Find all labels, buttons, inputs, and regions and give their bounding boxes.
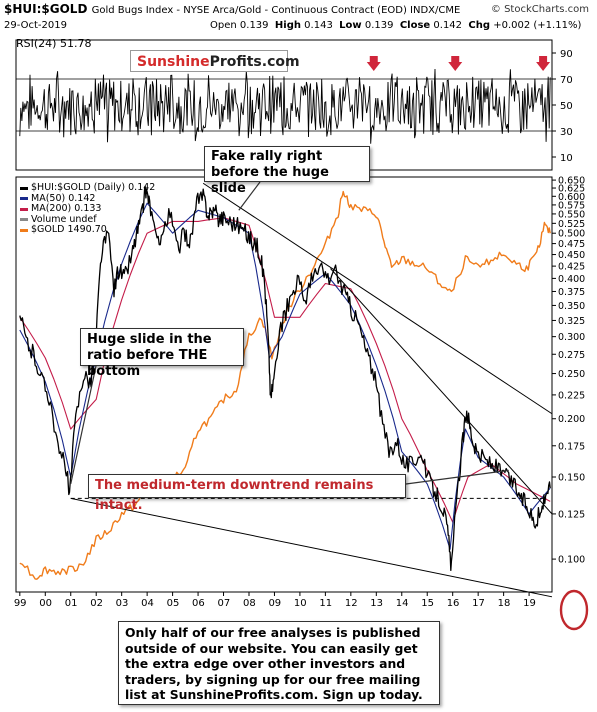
y-tick-label: 0.600 — [558, 192, 585, 203]
y-tick-label: 0.175 — [558, 441, 585, 452]
x-tick-label: 19 — [523, 598, 536, 609]
x-tick-label: 02 — [90, 598, 103, 609]
y-tick-label: 0.325 — [558, 316, 585, 327]
legend-main: $HUI:$GOLD (Daily) 0.142 — [31, 182, 156, 193]
rsi-line — [19, 68, 551, 144]
legend-ma200: MA(200) 0.133 — [31, 203, 102, 214]
pointer-huge-slide — [70, 365, 97, 484]
rsi-label: RSI(24) 51.78 — [16, 37, 92, 50]
pointer-downtrend — [405, 469, 509, 485]
chart-subtitle: Gold Bugs Index - NYSE Arca/Gold - Conti… — [91, 5, 461, 16]
price-panel: 0.100 0.125 0.150 0.175 0.200 0.225 0.250 0.275… — [14, 176, 589, 631]
legend-volume: Volume undef — [31, 213, 97, 225]
y-tick-label: 0.575 — [558, 200, 585, 211]
price-frame — [15, 176, 553, 593]
x-tick-label: 15 — [421, 598, 434, 609]
callout-downtrend: The medium-term downtrend remains intact… — [88, 474, 406, 513]
x-tick-label: 05 — [167, 598, 180, 609]
x-tick-label: 18 — [498, 598, 511, 609]
site-credit: © StockCharts.com — [490, 4, 589, 15]
y-tick-label: 0.150 — [558, 472, 585, 483]
x-tick-label: 00 — [39, 598, 52, 609]
x-tick-label: 06 — [192, 598, 205, 609]
x-tick-label: 10 — [294, 598, 307, 609]
y-tick-label: 0.375 — [558, 287, 585, 298]
pointer-fake-rally — [238, 181, 261, 211]
rsi-tick-label: 30 — [560, 127, 573, 138]
y-tick-label: 0.200 — [558, 414, 585, 425]
y-tick-label: 0.300 — [558, 332, 585, 343]
y-tick-label: 0.425 — [558, 262, 585, 273]
y-tick-label: 0.400 — [558, 274, 585, 285]
callout-huge-slide: Huge slide in the ratio before THE botto… — [80, 328, 244, 379]
x-tick-label: 09 — [268, 598, 281, 609]
y-tick-label: 0.125 — [558, 509, 585, 520]
x-tick-label: 14 — [396, 598, 409, 609]
price-series — [19, 185, 551, 572]
x-tick-label: 17 — [472, 598, 485, 609]
support-line-lower — [70, 497, 553, 598]
chart-date: 29-Oct-2019 — [4, 20, 67, 31]
x-tick-label: 11 — [319, 598, 332, 609]
y-tick-label: 0.225 — [558, 390, 585, 401]
legend-ma50: MA(50) 0.142 — [31, 192, 96, 204]
rsi-tick-label: 10 — [560, 153, 573, 164]
y-tick-label: 0.100 — [558, 555, 585, 566]
x-tick-label: 08 — [243, 598, 256, 609]
x-tick-label: 07 — [218, 598, 231, 609]
y-tick-label: 0.625 — [558, 184, 585, 195]
x-tick-label: 13 — [370, 598, 383, 609]
y-tick-label: 0.275 — [558, 350, 585, 361]
legend-gold: $GOLD 1490.70 — [31, 224, 107, 235]
y-tick-label: 0.525 — [558, 219, 585, 230]
resistance-line-upper — [202, 182, 553, 415]
y-tick-label: 0.500 — [558, 229, 585, 240]
y-tick-label: 0.250 — [558, 369, 585, 380]
x-tick-label: 99 — [14, 598, 27, 609]
y-tick-label: 0.650 — [558, 176, 585, 187]
highlight-circle-icon — [559, 589, 589, 631]
gold-series — [19, 190, 551, 580]
callout-fake-rally: Fake rally right before the huge slide — [204, 146, 370, 196]
quote-line: Open 0.139 High 0.143 Low 0.139 Close 0.… — [210, 20, 582, 31]
legend: $HUI:$GOLD (Daily) 0.142 MA(50) 0.142 MA… — [20, 182, 156, 236]
rsi-tick-label: 50 — [560, 101, 573, 112]
y-tick-label: 0.550 — [558, 209, 585, 220]
sunshine-profits-logo[interactable]: SunshineProfits.com — [130, 50, 300, 72]
x-tick-label: 04 — [141, 598, 154, 609]
rsi-tick-label: 90 — [560, 49, 573, 60]
x-tick-label: 03 — [116, 598, 129, 609]
x-tick-label: 12 — [345, 598, 358, 609]
ma50-series — [19, 202, 551, 550]
chart-title: $HUI:$GOLD Gold Bugs Index - NYSE Arca/G… — [4, 2, 461, 16]
y-tick-label: 0.350 — [558, 301, 585, 312]
x-tick-label: 16 — [447, 598, 460, 609]
y-tick-label: 0.475 — [558, 239, 585, 250]
rsi-tick-label: 70 — [560, 75, 573, 86]
x-tick-label: 01 — [65, 598, 78, 609]
y-tick-label: 0.450 — [558, 250, 585, 261]
down-arrow-icon — [448, 56, 463, 71]
resistance-line-middle — [330, 268, 553, 515]
down-arrow-icon — [366, 56, 381, 71]
promo-box[interactable]: Only half of our free analyses is publis… — [118, 621, 440, 705]
down-arrow-icon — [536, 56, 551, 71]
